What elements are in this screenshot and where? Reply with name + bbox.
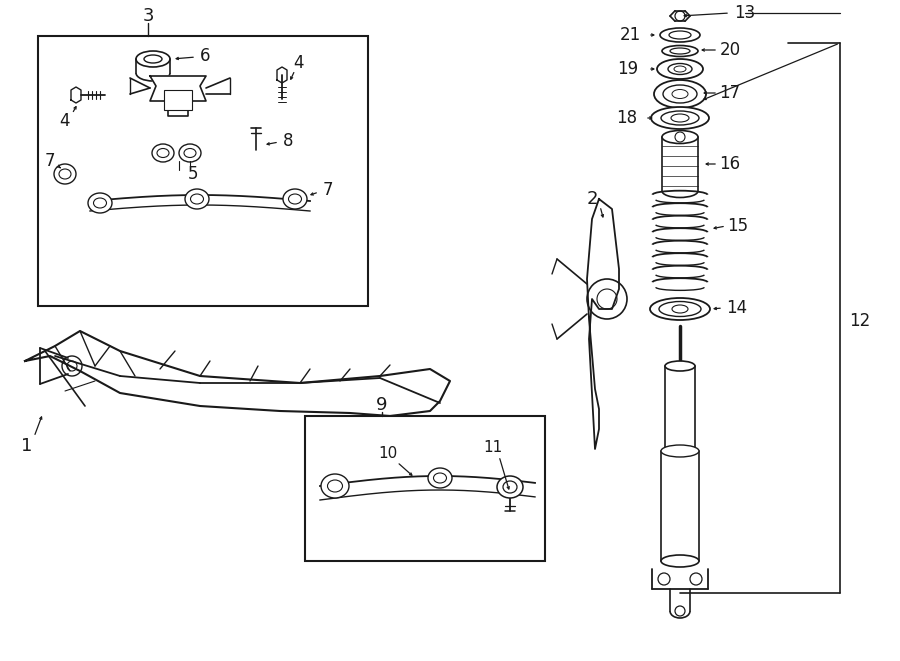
Ellipse shape	[657, 59, 703, 79]
Text: 12: 12	[850, 312, 870, 330]
Ellipse shape	[660, 28, 700, 42]
Ellipse shape	[283, 189, 307, 209]
Ellipse shape	[185, 189, 209, 209]
Ellipse shape	[661, 445, 699, 457]
Ellipse shape	[152, 144, 174, 162]
Ellipse shape	[662, 46, 698, 56]
Ellipse shape	[670, 48, 690, 54]
Ellipse shape	[497, 476, 523, 498]
Text: 13: 13	[734, 4, 756, 22]
Ellipse shape	[661, 555, 699, 567]
Text: 2: 2	[586, 190, 598, 208]
Bar	[305, 416, 545, 561]
Text: 20: 20	[719, 41, 741, 59]
Text: 16: 16	[719, 155, 741, 173]
Ellipse shape	[665, 361, 695, 371]
Ellipse shape	[179, 144, 201, 162]
Text: 3: 3	[142, 7, 154, 25]
Ellipse shape	[289, 194, 302, 204]
Bar	[38, 36, 368, 306]
Text: 4: 4	[292, 54, 303, 72]
Ellipse shape	[157, 149, 169, 157]
Text: 7: 7	[45, 152, 55, 170]
Polygon shape	[587, 199, 619, 449]
Text: 19: 19	[617, 60, 639, 78]
Text: 17: 17	[719, 84, 741, 102]
Ellipse shape	[668, 63, 692, 75]
Ellipse shape	[321, 474, 349, 498]
Ellipse shape	[663, 85, 697, 103]
Ellipse shape	[654, 80, 706, 108]
Ellipse shape	[136, 51, 170, 67]
Text: 14: 14	[726, 299, 748, 317]
Ellipse shape	[669, 31, 691, 39]
Text: 8: 8	[283, 132, 293, 150]
Ellipse shape	[88, 193, 112, 213]
Text: 1: 1	[22, 437, 32, 455]
Text: 10: 10	[378, 446, 398, 461]
Ellipse shape	[59, 169, 71, 179]
Bar	[164, 90, 192, 110]
Ellipse shape	[650, 298, 710, 320]
Polygon shape	[25, 331, 450, 416]
Text: 15: 15	[727, 217, 749, 235]
Ellipse shape	[328, 480, 343, 492]
Ellipse shape	[503, 481, 517, 493]
Ellipse shape	[661, 111, 699, 125]
Text: 5: 5	[188, 165, 198, 183]
Ellipse shape	[144, 55, 162, 63]
Text: 21: 21	[619, 26, 641, 44]
Ellipse shape	[434, 473, 446, 483]
Ellipse shape	[662, 130, 698, 143]
Ellipse shape	[191, 194, 203, 204]
Ellipse shape	[659, 301, 701, 317]
Ellipse shape	[671, 114, 689, 122]
Text: 6: 6	[200, 47, 211, 65]
Text: 9: 9	[376, 396, 388, 414]
Ellipse shape	[651, 107, 709, 129]
Ellipse shape	[672, 89, 688, 98]
Text: 11: 11	[483, 440, 502, 455]
Ellipse shape	[54, 164, 76, 184]
Ellipse shape	[674, 66, 686, 72]
Ellipse shape	[94, 198, 106, 208]
Polygon shape	[150, 76, 206, 116]
Ellipse shape	[672, 305, 688, 313]
Text: 4: 4	[59, 112, 70, 130]
Ellipse shape	[184, 149, 196, 157]
Text: 18: 18	[616, 109, 637, 127]
Ellipse shape	[428, 468, 452, 488]
Text: 7: 7	[323, 181, 333, 199]
